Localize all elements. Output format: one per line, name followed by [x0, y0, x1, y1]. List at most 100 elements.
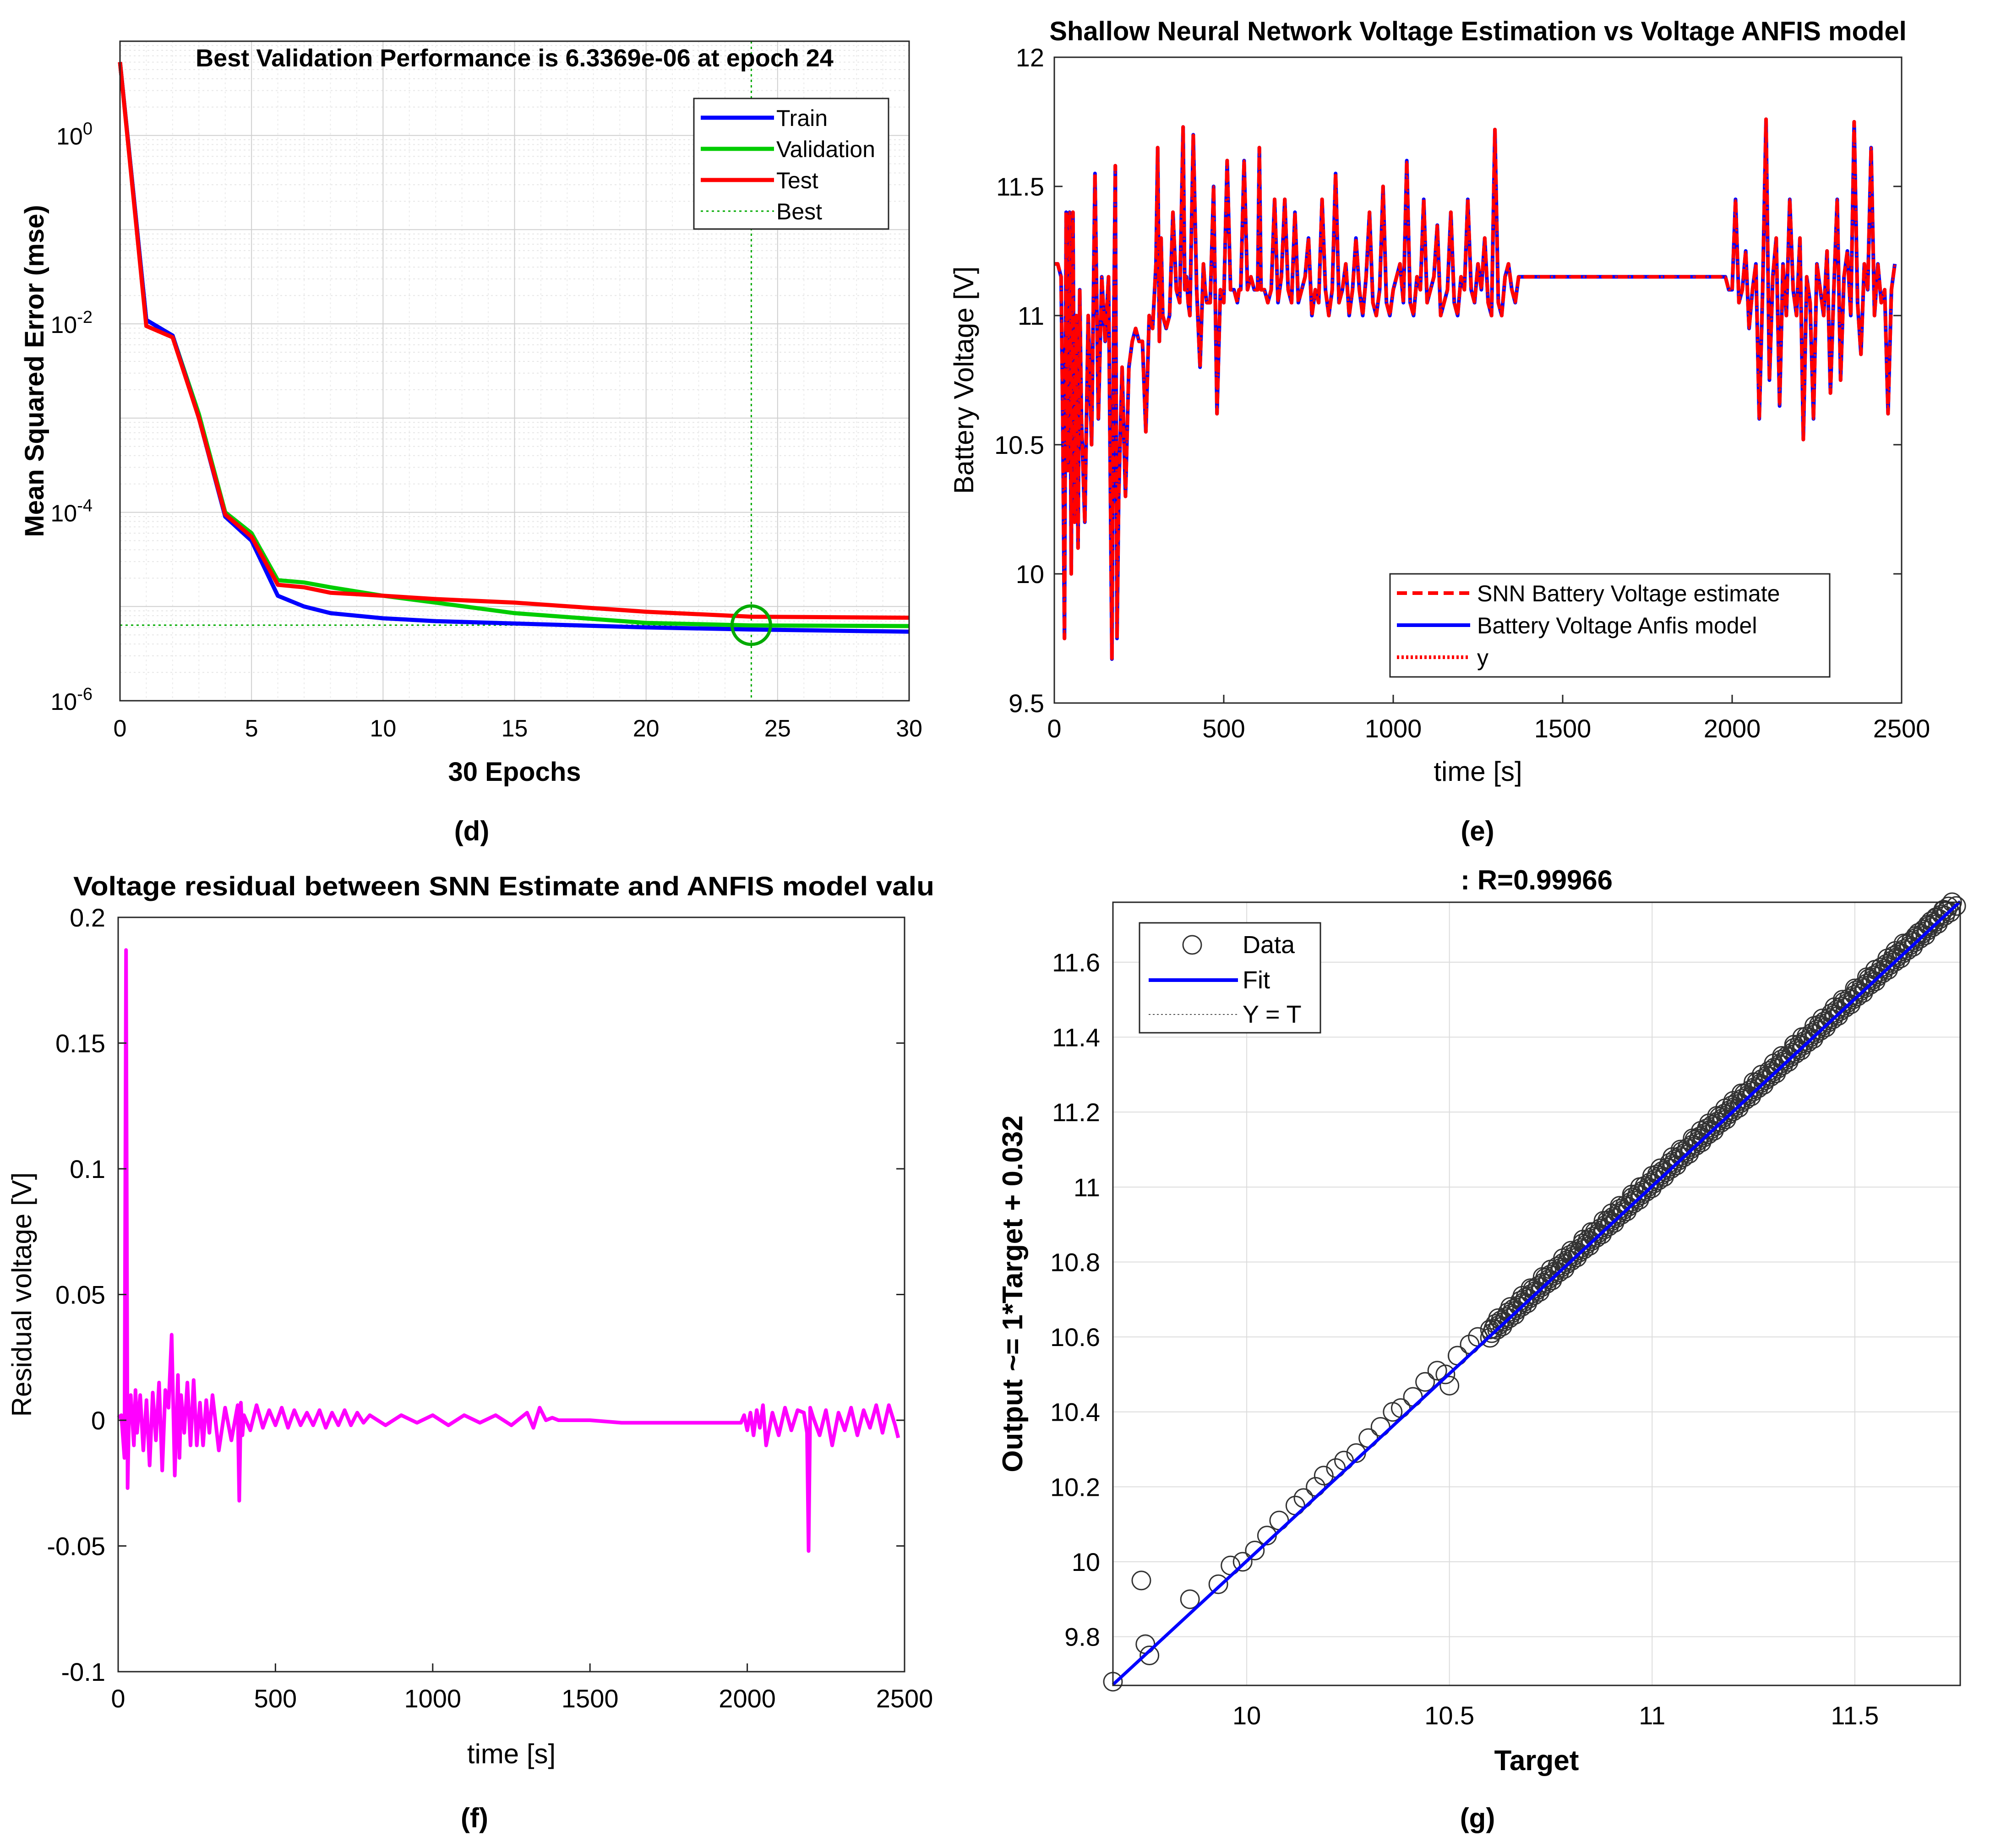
chart-d-series-test — [118, 62, 910, 620]
chart-d-y-tick-label: 10-2 — [50, 308, 93, 338]
chart-d-y-tick-base: 10 — [50, 689, 77, 715]
chart-e: 0 500 1000 1500 2000 2500 9.5 10 10.5 11 11.5 12Sha… — [949, 16, 1930, 846]
chart-g-data-point — [1208, 1574, 1228, 1594]
chart-f-series-residual — [117, 948, 900, 1553]
chart-e-series-y — [1054, 118, 1896, 660]
chart-d-legend-label: Test — [776, 168, 818, 193]
chart-g-y-tick-label: 11.2 — [1052, 1098, 1100, 1127]
chart-e-title: Shallow Neural Network Voltage Estimatio… — [1049, 16, 1906, 46]
chart-e-x-axis-label: time [s] — [1434, 756, 1522, 787]
chart-d-caption: (d) — [454, 816, 490, 846]
chart-g-legend-label: Fit — [1243, 966, 1270, 994]
chart-e-legend-label: y — [1477, 645, 1488, 671]
chart-f-y-tick-label: 0 — [91, 1406, 105, 1435]
chart-d-y-tick-base: 10 — [50, 501, 77, 527]
chart-g-data-point — [1415, 1372, 1435, 1392]
chart-d-y-tick-exp: -2 — [77, 308, 93, 327]
chart-g-data-point — [1232, 1552, 1253, 1572]
chart-f-y-tick-label: 0.1 — [70, 1155, 105, 1183]
chart-e-x-tick-label: 1500 — [1534, 714, 1592, 743]
chart-d-x-tick-label: 5 — [245, 715, 258, 742]
chart-g-x-tick-label: 11.5 — [1831, 1701, 1879, 1730]
chart-f-x-tick-label: 1500 — [562, 1684, 619, 1713]
chart-g-data-point — [1180, 1589, 1200, 1609]
chart-d-y-tick-exp: -4 — [77, 496, 93, 516]
chart-e-y-tick-label: 10 — [1016, 560, 1044, 589]
chart-g-data-point — [1131, 1570, 1151, 1591]
chart-e-x-tick-label: 2500 — [1873, 714, 1930, 743]
chart-e-y-tick-label: 12 — [1016, 43, 1044, 72]
chart-e-x-tick-label: 2000 — [1704, 714, 1761, 743]
chart-g-y-tick-label: 10.8 — [1050, 1248, 1100, 1276]
chart-g-data-point — [1245, 1540, 1265, 1560]
chart-d-y-tick-exp: 0 — [83, 120, 93, 139]
chart-d-axes-frame — [119, 40, 910, 702]
chart-d-y-tick-exp: -6 — [77, 685, 93, 704]
chart-f-y-tick-label: 0.05 — [55, 1281, 105, 1309]
chart-g-y-axis-label: Output ~= 1*Target + 0.032 — [997, 1115, 1029, 1472]
chart-f-y-axis-label: Residual voltage [V] — [6, 1172, 37, 1417]
chart-e-legend-label: SNN Battery Voltage estimate — [1477, 581, 1780, 606]
chart-g-y-tick-label: 11.4 — [1052, 1023, 1100, 1052]
chart-f-plot-area — [118, 917, 905, 1672]
chart-d-x-tick-label: 15 — [502, 715, 528, 742]
chart-g-x-axis-label: Target — [1494, 1745, 1579, 1777]
chart-g-y-tick-label: 10.2 — [1050, 1472, 1100, 1501]
chart-f-x-axis-label: time [s] — [467, 1739, 556, 1769]
chart-d-x-tick-label: 20 — [633, 715, 660, 742]
chart-d-y-tick-label: 10-4 — [50, 496, 93, 527]
chart-g-data-point — [1439, 1375, 1460, 1396]
chart-g-title: : R=0.99966 — [1461, 865, 1613, 895]
chart-f-x-tick-label: 1000 — [404, 1684, 462, 1713]
chart-g-y-tick-label: 10.4 — [1050, 1398, 1100, 1427]
chart-e-y-tick-label: 11 — [1018, 301, 1044, 330]
chart-d-x-tick-label: 30 — [896, 715, 922, 742]
chart-g-x-tick-label: 10 — [1232, 1701, 1261, 1730]
chart-d-x-tick-label: 10 — [370, 715, 396, 742]
chart-g-y-tick-label: 11 — [1074, 1173, 1100, 1202]
chart-g: 10 10.5 11 11.5 9.8 10 10.2 10.4 10.6 10.8 11 11.2 1… — [997, 865, 1966, 1833]
chart-e-y-tick-label: 9.5 — [1009, 689, 1044, 718]
chart-g-legend-swatch — [1182, 935, 1202, 955]
chart-f-title: Voltage residual between SNN Estimate an… — [73, 872, 934, 901]
chart-e-legend-label: Battery Voltage Anfis model — [1477, 613, 1757, 638]
chart-f-x-tick-label: 2500 — [876, 1684, 933, 1713]
chart-d-title: Best Validation Performance is 6.3369e-0… — [196, 44, 834, 72]
chart-d-legend-label: Best — [776, 199, 822, 224]
chart-e-caption: (e) — [1461, 816, 1494, 846]
chart-d-y-tick-base: 10 — [50, 312, 77, 338]
chart-g-x-tick-label: 10.5 — [1424, 1701, 1474, 1730]
chart-f-y-tick-label: 0.15 — [55, 1029, 105, 1058]
chart-d-x-tick-label: 25 — [764, 715, 791, 742]
chart-g-data-point — [1940, 902, 1960, 922]
chart-g-data-point — [1139, 1646, 1160, 1666]
chart-d-y-tick-label: 10-6 — [50, 685, 93, 715]
chart-d-x-axis-label: 30 Epochs — [448, 757, 581, 787]
chart-f-y-tick-label: -0.1 — [61, 1657, 106, 1686]
chart-d-best-marker — [730, 604, 772, 646]
chart-d-legend-box — [693, 98, 889, 230]
chart-d-x-tick-label: 0 — [114, 715, 127, 742]
chart-e-y-tick-label: 11.5 — [996, 172, 1044, 201]
chart-g-axes-frame — [1112, 901, 1961, 1686]
chart-f-x-tick-label: 500 — [254, 1684, 297, 1713]
chart-d-y-axis-label: Mean Squared Error (mse) — [20, 205, 49, 537]
chart-g-x-tick-label: 11 — [1639, 1701, 1665, 1730]
chart-d-legend-label: Validation — [776, 136, 875, 162]
chart-f-x-tick-label: 0 — [111, 1684, 125, 1713]
chart-g-y-tick-label: 10 — [1072, 1548, 1100, 1576]
chart-g-data-point — [1314, 1466, 1334, 1486]
chart-g-y-tick-label: 10.6 — [1050, 1323, 1100, 1352]
chart-d-y-tick-base: 10 — [56, 124, 83, 150]
chart-g-fit-line — [1112, 900, 1962, 1686]
chart-e-y-axis-label: Battery Voltage [V] — [949, 267, 979, 494]
chart-d-legend-label: Train — [776, 105, 828, 131]
chart-e-x-tick-label: 500 — [1202, 714, 1245, 743]
chart-g-data-point — [1435, 1364, 1456, 1385]
chart-f: 0 500 1000 1500 2000 2500 -0.1 -0.05 0 0.05 0.1 0.1… — [6, 872, 934, 1833]
chart-g-y-tick-label: 11.6 — [1052, 948, 1100, 977]
chart-f-y-tick-label: -0.05 — [47, 1532, 105, 1561]
